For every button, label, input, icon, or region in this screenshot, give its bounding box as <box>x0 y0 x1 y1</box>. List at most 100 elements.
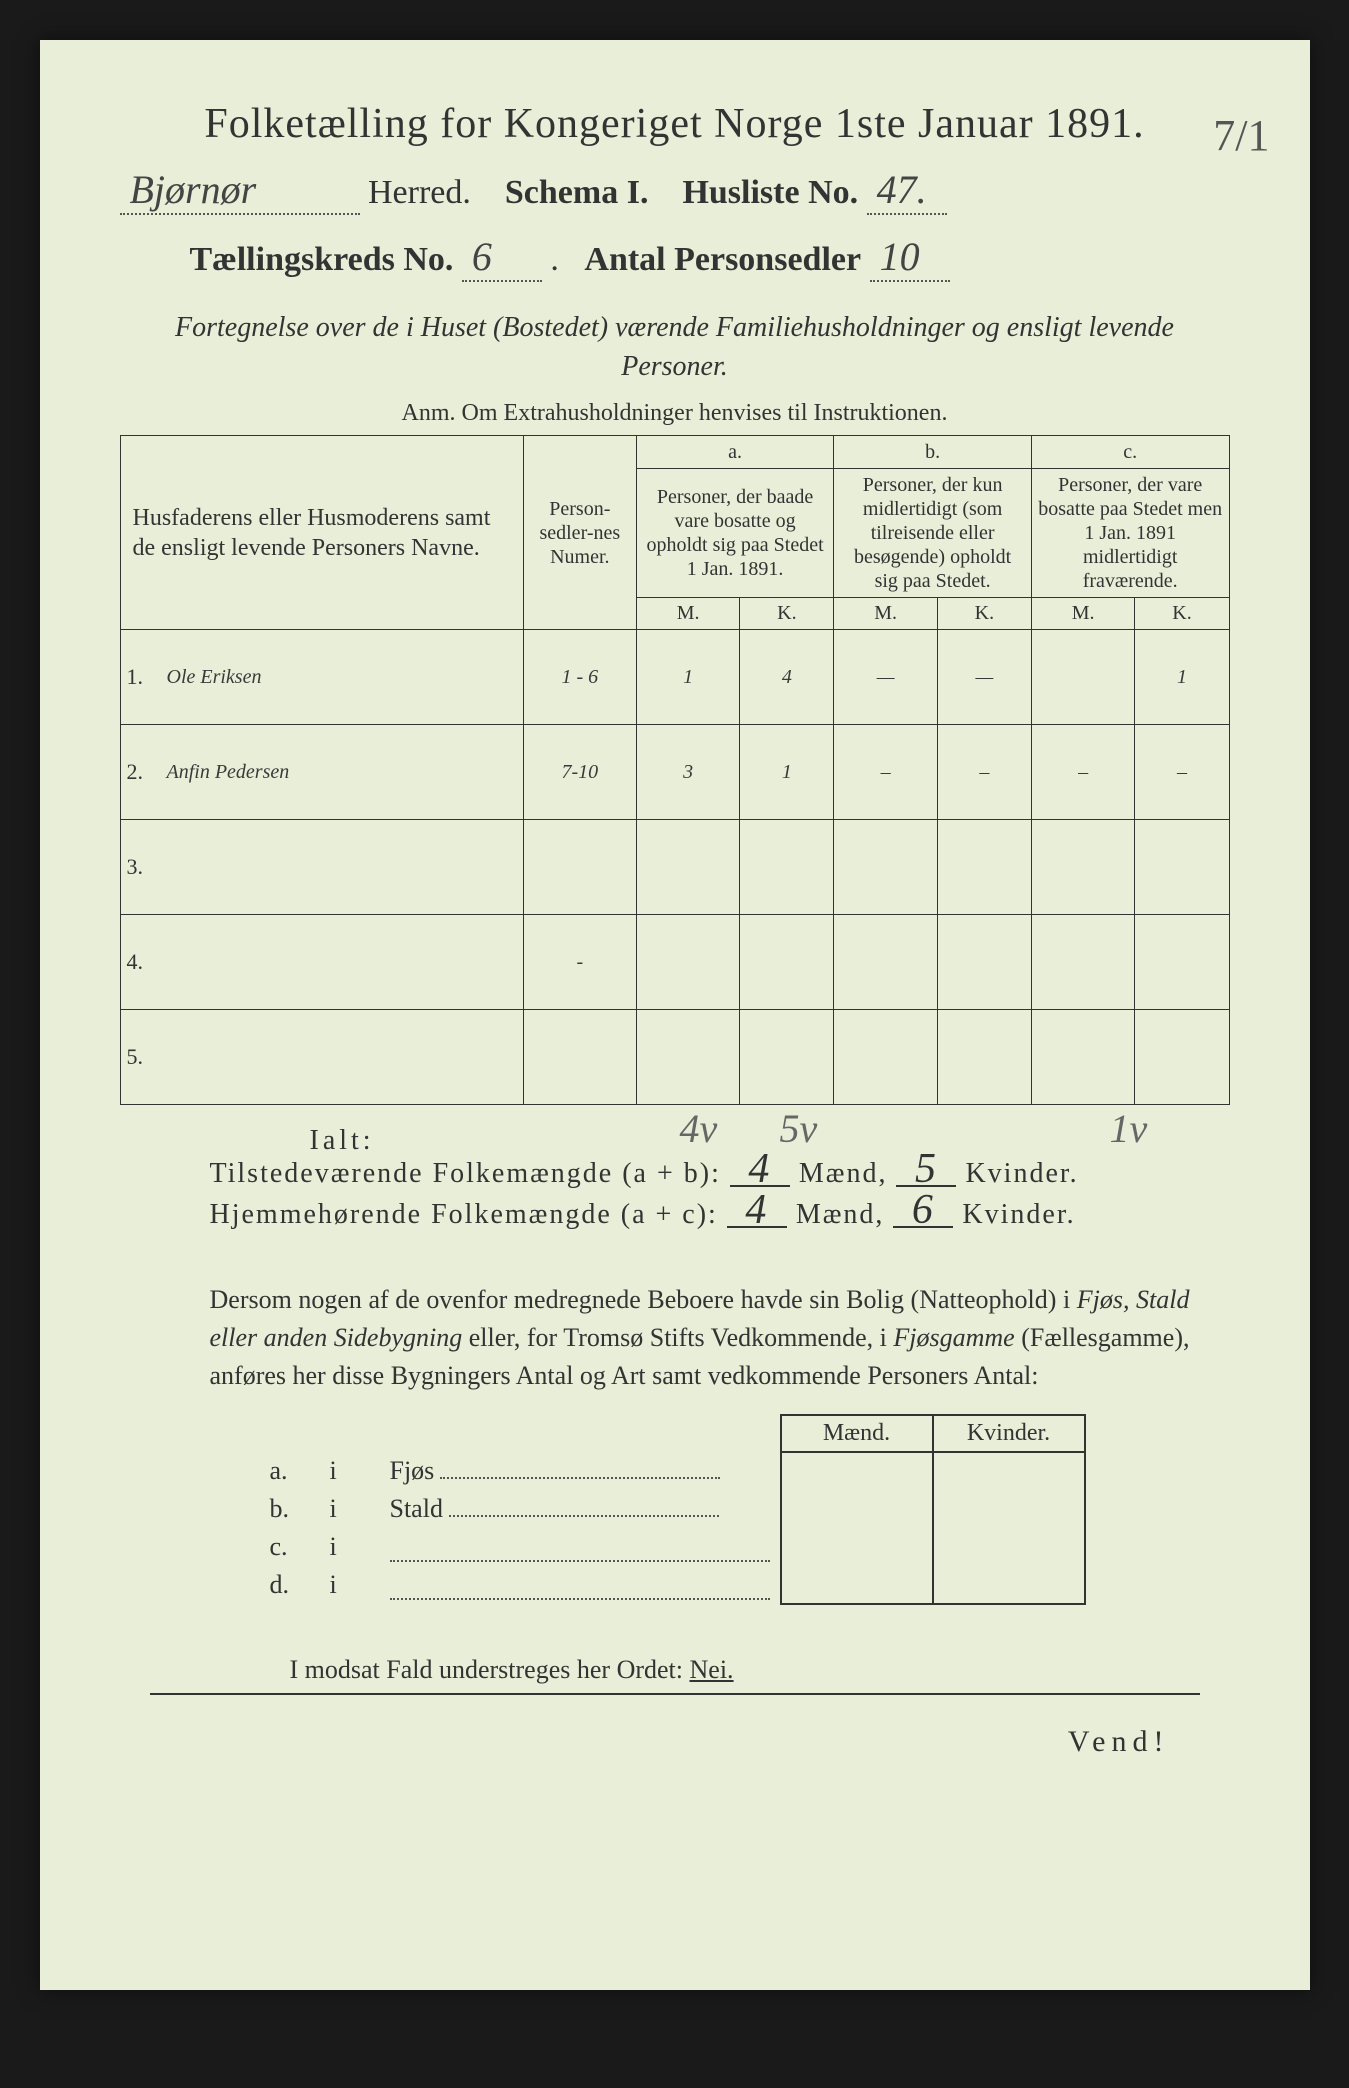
row-aK: 1 <box>740 725 834 820</box>
instruction-paragraph: Dersom nogen af de ovenfor medregnede Be… <box>210 1281 1190 1394</box>
husliste-label: Husliste No. <box>682 174 858 211</box>
col-a-k: K. <box>740 598 834 630</box>
page-title: Folketælling for Kongeriget Norge 1ste J… <box>120 100 1230 148</box>
vend-label: Vend! <box>120 1725 1170 1759</box>
col-c-head: Personer, der vare bosatte paa Stedet me… <box>1031 469 1229 598</box>
row-bM: — <box>834 630 938 725</box>
col-a-m: M. <box>636 598 740 630</box>
row-name <box>163 915 524 1010</box>
sum-line-ab: Tilstedeværende Folkemængde (a + b): 4 M… <box>210 1155 1230 1190</box>
sum-ac-m: 4 <box>727 1196 787 1227</box>
row-aK <box>740 915 834 1010</box>
lower-label: Fjøs <box>390 1456 435 1485</box>
subtitle: Fortegnelse over de i Huset (Bostedet) v… <box>120 308 1230 386</box>
col-c-m: M. <box>1031 598 1135 630</box>
row-aK <box>740 820 834 915</box>
row-aM <box>636 820 740 915</box>
lower-row: d. i <box>260 1566 1085 1604</box>
row-cM <box>1031 915 1135 1010</box>
table-row: 5. <box>120 1010 1229 1105</box>
bottom-rule <box>150 1693 1200 1695</box>
table-row: 3. <box>120 820 1229 915</box>
main-table: Husfaderens eller Husmoderens samt de en… <box>120 435 1230 1105</box>
row-cM <box>1031 820 1135 915</box>
ialt-row: Ialt: 4v 5v 1v <box>120 1105 1230 1149</box>
lower-i: i <box>320 1490 380 1528</box>
row-bK: — <box>937 630 1031 725</box>
header-line-1: Bjørnør Herred. Schema I. Husliste No. 4… <box>120 166 1230 215</box>
para-p2: eller, for Tromsø Stifts Vedkommende, i <box>462 1323 893 1352</box>
sum-ab-k: 5 <box>896 1155 956 1186</box>
lower-maend-head: Mænd. <box>781 1415 933 1452</box>
lower-i: i <box>320 1566 380 1604</box>
table-row: 2. Anfin Pedersen 7-10 3 1 – – – – <box>120 725 1229 820</box>
para-ital2: Fjøsgamme <box>893 1323 1014 1352</box>
row-aM: 3 <box>636 725 740 820</box>
col-b-k: K. <box>937 598 1031 630</box>
col-c-label: c. <box>1031 436 1229 469</box>
lower-row: c. i <box>260 1528 1085 1566</box>
para-p1: Dersom nogen af de ovenfor medregnede Be… <box>210 1285 1077 1314</box>
row-cM <box>1031 1010 1135 1105</box>
col-c-k: K. <box>1135 598 1229 630</box>
sum-ab-m: 4 <box>730 1155 790 1186</box>
schema-label: Schema I. <box>505 174 649 211</box>
lower-i: i <box>320 1528 380 1566</box>
ialt-hand-2: 5v <box>780 1105 818 1152</box>
table-row: 1. Ole Eriksen 1 - 6 1 4 — — 1 <box>120 630 1229 725</box>
table-row: 4. - <box>120 915 1229 1010</box>
lower-row: b. i Stald <box>260 1490 1085 1528</box>
row-aK: 4 <box>740 630 834 725</box>
row-num: 5. <box>120 1010 163 1105</box>
ialt-hand-3: 1v <box>1110 1105 1148 1152</box>
corner-annotation: 7/1 <box>1213 110 1269 161</box>
kvinder-label: Kvinder. <box>962 1199 1075 1230</box>
row-bM: – <box>834 725 938 820</box>
lower-a: c. <box>260 1528 320 1566</box>
lower-kvinder-head: Kvinder. <box>933 1415 1085 1452</box>
nei-word: Nei. <box>690 1655 734 1684</box>
col-b-head: Personer, der kun midlertidigt (som tilr… <box>834 469 1032 598</box>
maend-label: Mænd, <box>796 1199 885 1230</box>
header-line-2: Tællingskreds No. 6 . Antal Personsedler… <box>120 233 1230 282</box>
husliste-value: 47. <box>867 166 947 215</box>
row-bM <box>834 915 938 1010</box>
row-num: 3. <box>120 820 163 915</box>
sum-ac-label: Hjemmehørende Folkemængde (a + c): <box>210 1199 718 1230</box>
nei-text: I modsat Fald understreges her Ordet: <box>290 1655 690 1684</box>
sum-ab-label: Tilstedeværende Folkemængde (a + b): <box>210 1158 721 1189</box>
col-num-head: Person-sedler-nes Numer. <box>523 436 636 630</box>
kreds-label: Tællingskreds No. <box>190 241 454 278</box>
row-psnum <box>523 820 636 915</box>
row-name: Ole Eriksen <box>163 630 524 725</box>
kvinder-label: Kvinder. <box>965 1158 1078 1189</box>
kreds-value: 6 <box>462 233 542 282</box>
lower-table: Mænd. Kvinder. a. i Fjøs b. i Stald c. i… <box>260 1414 1086 1605</box>
herred-label: Herred. <box>368 174 471 211</box>
row-cM <box>1031 630 1135 725</box>
row-psnum: 7-10 <box>523 725 636 820</box>
col-b-m: M. <box>834 598 938 630</box>
anm-note: Anm. Om Extrahusholdninger henvises til … <box>120 400 1230 427</box>
row-name: Anfin Pedersen <box>163 725 524 820</box>
maend-label: Mænd, <box>799 1158 888 1189</box>
ialt-hand-1: 4v <box>680 1105 718 1152</box>
ialt-label: Ialt: <box>310 1125 375 1157</box>
row-psnum: - <box>523 915 636 1010</box>
lower-a: d. <box>260 1566 320 1604</box>
row-aM <box>636 915 740 1010</box>
row-aK <box>740 1010 834 1105</box>
row-num: 1. <box>120 630 163 725</box>
row-psnum <box>523 1010 636 1105</box>
row-cM: – <box>1031 725 1135 820</box>
antal-value: 10 <box>870 233 950 282</box>
row-num: 2. <box>120 725 163 820</box>
row-name <box>163 820 524 915</box>
row-aM <box>636 1010 740 1105</box>
herred-value: Bjørnør <box>120 166 360 215</box>
sum-line-ac: Hjemmehørende Folkemængde (a + c): 4 Mæn… <box>210 1196 1230 1231</box>
row-psnum: 1 - 6 <box>523 630 636 725</box>
lower-i: i <box>320 1452 380 1490</box>
row-cK <box>1135 820 1229 915</box>
row-cK <box>1135 915 1229 1010</box>
